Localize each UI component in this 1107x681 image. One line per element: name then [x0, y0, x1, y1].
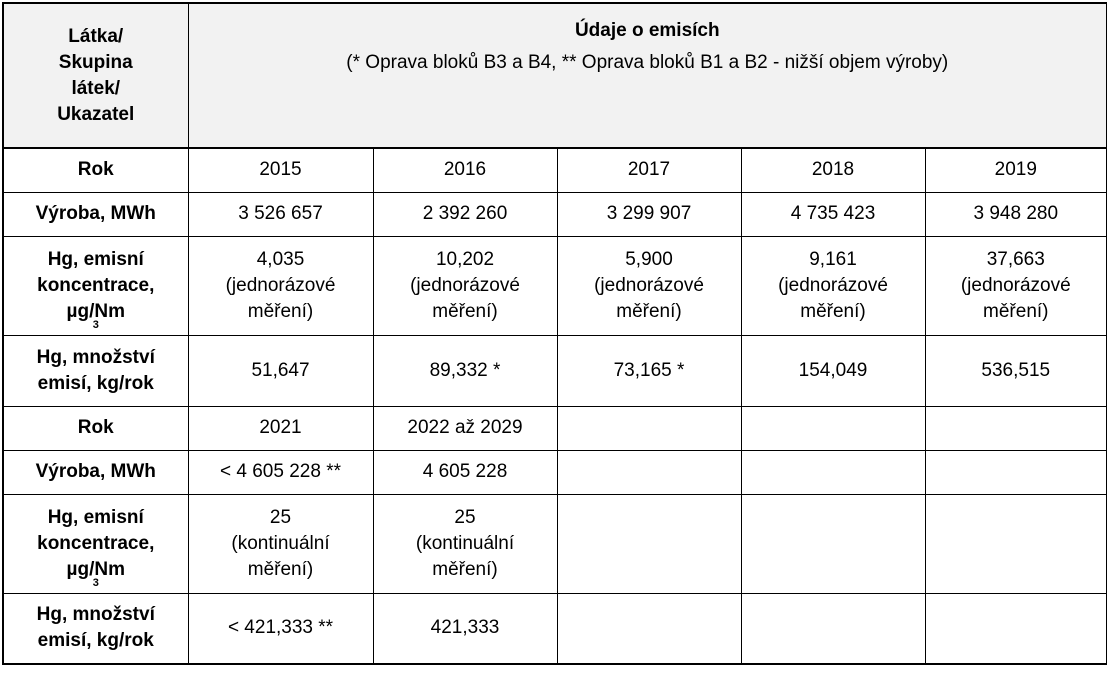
concentration-note: měření) — [247, 300, 314, 322]
concentration-note: měření) — [432, 300, 498, 322]
amount-cell: 89,332 * — [372, 334, 558, 407]
production-cell: 3 299 907 — [556, 191, 742, 237]
year-cell: 2016 — [372, 147, 558, 193]
concentration-cell: 5,900 (jednorázové měření) — [556, 235, 742, 336]
concentration-note: (jednorázové — [778, 274, 888, 296]
empty-cell — [924, 493, 1107, 594]
amount-label-line-2: emisí, kg/rok — [37, 630, 154, 652]
empty-cell — [740, 405, 926, 451]
concentration-cell: 25 (kontinuální měření) — [187, 493, 374, 594]
amount-cell: 73,165 * — [556, 334, 742, 407]
amount-cell: < 421,333 ** — [187, 592, 374, 665]
empty-cell — [924, 592, 1107, 665]
concentration-note: (kontinuální — [231, 532, 330, 554]
production-cell: < 4 605 228 ** — [187, 449, 374, 495]
concentration-cell: 10,202 (jednorázové měření) — [372, 235, 558, 336]
concentration-label-line-1: Hg, emisní — [47, 506, 144, 528]
concentration-label-line-2: koncentrace, — [37, 274, 155, 296]
concentration-note: měření) — [247, 558, 314, 580]
concentration-unit: µg/Nm — [66, 300, 125, 322]
row-label-concentration: Hg, emisní koncentrace, µg/Nm 3 — [2, 493, 189, 594]
year-cell: 2022 až 2029 — [372, 405, 558, 451]
concentration-cell: 4,035 (jednorázové měření) — [187, 235, 374, 336]
production-cell: 4 605 228 — [372, 449, 558, 495]
amount-cell: 51,647 — [187, 334, 374, 407]
concentration-note: měření) — [800, 300, 866, 322]
row-label-amount: Hg, množství emisí, kg/rok — [2, 334, 189, 407]
year-cell: 2021 — [187, 405, 374, 451]
empty-cell — [556, 449, 742, 495]
row-label-vyroba: Výroba, MWh — [2, 449, 189, 495]
concentration-value: 5,900 — [625, 248, 673, 270]
concentration-cell: 9,161 (jednorázové měření) — [740, 235, 926, 336]
concentration-note: měření) — [432, 558, 498, 580]
concentration-note: měření) — [983, 300, 1049, 322]
concentration-value: 9,161 — [809, 248, 857, 270]
amount-label-line-1: Hg, množství — [36, 346, 155, 368]
year-cell: 2019 — [924, 147, 1107, 193]
amount-cell: 154,049 — [740, 334, 926, 407]
corner-line-4: Ukazatel — [57, 103, 135, 125]
empty-cell — [740, 449, 926, 495]
corner-header: Látka/ Skupina látek/ Ukazatel — [2, 2, 189, 149]
production-cell: 2 392 260 — [372, 191, 558, 237]
concentration-label-line-1: Hg, emisní — [47, 248, 144, 270]
row-label-amount: Hg, množství emisí, kg/rok — [2, 592, 189, 665]
row-label-concentration: Hg, emisní koncentrace, µg/Nm 3 — [2, 235, 189, 336]
table-subtitle: (* Oprava bloků B3 a B4, ** Oprava bloků… — [346, 52, 949, 73]
corner-line-2: Skupina — [58, 51, 133, 73]
production-cell: 4 735 423 — [740, 191, 926, 237]
amount-cell: 536,515 — [924, 334, 1107, 407]
year-cell: 2017 — [556, 147, 742, 193]
empty-cell — [556, 405, 742, 451]
concentration-value: 25 — [269, 506, 292, 528]
concentration-label-line-2: koncentrace, — [37, 532, 155, 554]
concentration-value: 37,663 — [986, 248, 1045, 270]
concentration-unit: µg/Nm — [66, 558, 125, 580]
amount-label-line-2: emisí, kg/rok — [37, 372, 154, 394]
concentration-note: měření) — [616, 300, 682, 322]
year-cell: 2018 — [740, 147, 926, 193]
concentration-note: (jednorázové — [410, 274, 520, 296]
empty-cell — [740, 592, 926, 665]
corner-line-1: Látka/ — [68, 25, 124, 47]
concentration-note: (jednorázové — [225, 274, 336, 296]
row-label-rok: Rok — [2, 405, 189, 451]
concentration-value: 10,202 — [435, 248, 495, 270]
concentration-value: 4,035 — [256, 248, 305, 270]
corner-line-3: látek/ — [71, 77, 121, 99]
concentration-label-line-3: µg/Nm 3 — [8, 557, 184, 589]
production-cell: 3 526 657 — [187, 191, 374, 237]
concentration-note: (jednorázové — [960, 274, 1071, 296]
emissions-header: Údaje o emisích (* Oprava bloků B3 a B4,… — [187, 2, 1107, 149]
empty-cell — [556, 493, 742, 594]
empty-cell — [740, 493, 926, 594]
concentration-cell: 25 (kontinuální měření) — [372, 493, 558, 594]
year-cell: 2015 — [187, 147, 374, 193]
emissions-table: Látka/ Skupina látek/ Ukazatel Údaje o e… — [2, 2, 1107, 665]
concentration-label-line-3: µg/Nm 3 — [8, 299, 184, 331]
production-cell: 3 948 280 — [924, 191, 1107, 237]
row-label-rok: Rok — [2, 147, 189, 193]
empty-cell — [924, 449, 1107, 495]
table-title: Údaje o emisích — [574, 20, 720, 41]
concentration-note: (jednorázové — [594, 274, 704, 296]
amount-label-line-1: Hg, množství — [36, 604, 155, 626]
empty-cell — [556, 592, 742, 665]
concentration-value: 25 — [454, 506, 476, 528]
concentration-cell: 37,663 (jednorázové měření) — [924, 235, 1107, 336]
concentration-note: (kontinuální — [415, 532, 515, 554]
row-label-vyroba: Výroba, MWh — [2, 191, 189, 237]
amount-cell: 421,333 — [372, 592, 558, 665]
empty-cell — [924, 405, 1107, 451]
